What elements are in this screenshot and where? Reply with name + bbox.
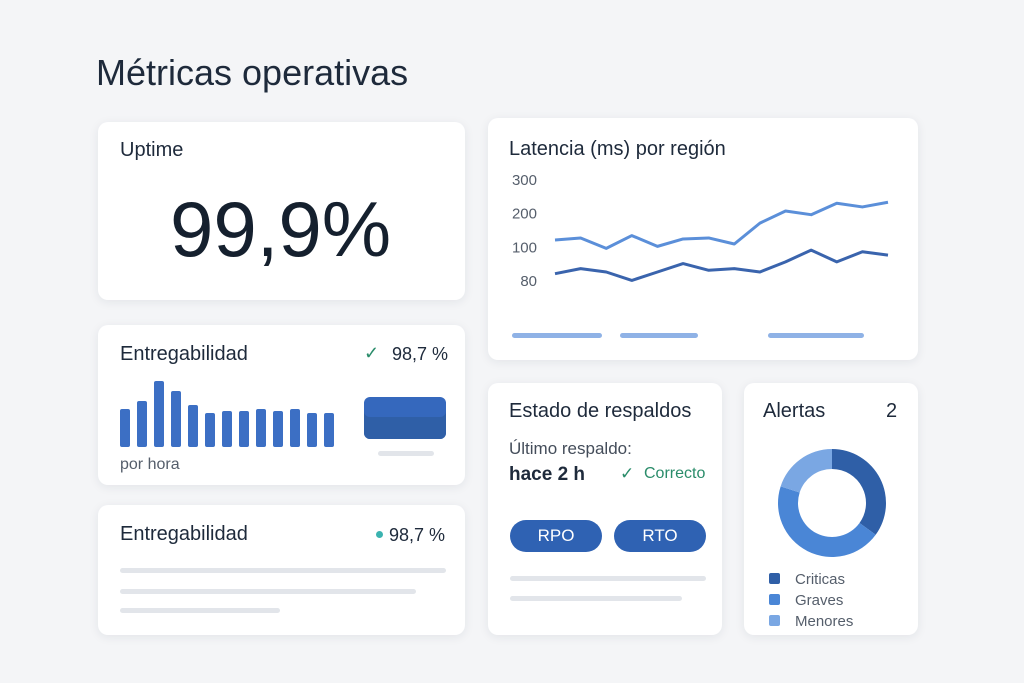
bar	[307, 413, 317, 447]
deliverability-summary-card: Entregabilidad 98,7 %	[98, 505, 465, 635]
status-dot	[376, 531, 383, 538]
check-icon: ✓	[364, 343, 380, 363]
skeleton-line	[378, 451, 434, 456]
donut-segment	[780, 449, 832, 493]
card-title: Estado de respaldos	[509, 400, 692, 422]
deliverability-card: Entregabilidad ✓ 98,7 % por hora	[98, 325, 465, 485]
skeleton-line	[120, 608, 280, 613]
bar	[154, 381, 164, 447]
bar-chart	[120, 381, 334, 447]
card-title: Alertas	[763, 400, 826, 422]
legend-label: Criticas	[795, 571, 845, 588]
status: 98,7 %	[389, 525, 446, 545]
uptime-value: 99,9%	[170, 185, 392, 273]
bar	[239, 411, 249, 447]
y-tick-label: 100	[512, 239, 537, 256]
card-title: Entregabilidad	[120, 343, 248, 365]
caption: por hora	[120, 456, 180, 473]
check-icon: ✓	[620, 464, 635, 483]
status: 98,7 %	[392, 344, 449, 364]
legend-swatch	[769, 573, 780, 584]
bar	[188, 405, 198, 447]
line-series	[554, 248, 889, 282]
skeleton-line	[120, 568, 446, 573]
latency-card: Latencia (ms) por región 300 200 100 80	[488, 118, 918, 360]
line-chart: 300 200 100 80	[512, 172, 889, 290]
bar	[222, 411, 232, 447]
last-label: Último respaldo:	[509, 439, 632, 458]
bar	[324, 413, 334, 447]
bar	[290, 409, 300, 447]
y-tick-label: 300	[512, 172, 537, 189]
backups-card: Estado de respaldos Último respaldo: hac…	[488, 383, 722, 635]
page-title: Métricas operativas	[96, 52, 409, 93]
bar	[273, 411, 283, 447]
bar	[120, 409, 130, 447]
legend-label: Graves	[795, 592, 843, 609]
skeleton-line	[510, 576, 706, 581]
line-series	[554, 200, 889, 250]
rto-button[interactable]: RTO	[614, 520, 706, 552]
bar	[205, 413, 215, 447]
bar	[171, 391, 181, 447]
rpo-button[interactable]: RPO	[510, 520, 602, 552]
mini-widget	[364, 397, 446, 439]
y-tick-label: 80	[520, 273, 537, 290]
card-title: Uptime	[120, 139, 184, 161]
uptime-card: Uptime 99,9%	[98, 122, 465, 300]
donut-segment	[778, 486, 876, 557]
legend-label: Menores	[795, 613, 853, 630]
card-title: Entregabilidad	[120, 523, 248, 545]
bar	[256, 409, 266, 447]
legend-swatch	[769, 594, 780, 605]
skeleton-line	[120, 589, 416, 594]
y-tick-label: 200	[512, 206, 537, 223]
legend-swatch	[512, 333, 602, 338]
donut-segment	[832, 449, 886, 535]
legend-swatch	[769, 615, 780, 626]
last-value: hace 2 h	[509, 464, 586, 485]
bar	[137, 401, 147, 447]
alerts-card: Alertas 2 Criticas Graves Menores	[744, 383, 918, 635]
status: Correcto	[644, 465, 706, 482]
alert-count: 2	[886, 400, 898, 422]
donut-chart: Criticas Graves Menores	[769, 449, 886, 630]
legend-swatch	[768, 333, 864, 338]
legend-swatch	[620, 333, 698, 338]
card-title: Latencia (ms) por región	[509, 138, 726, 160]
skeleton-line	[510, 596, 682, 601]
